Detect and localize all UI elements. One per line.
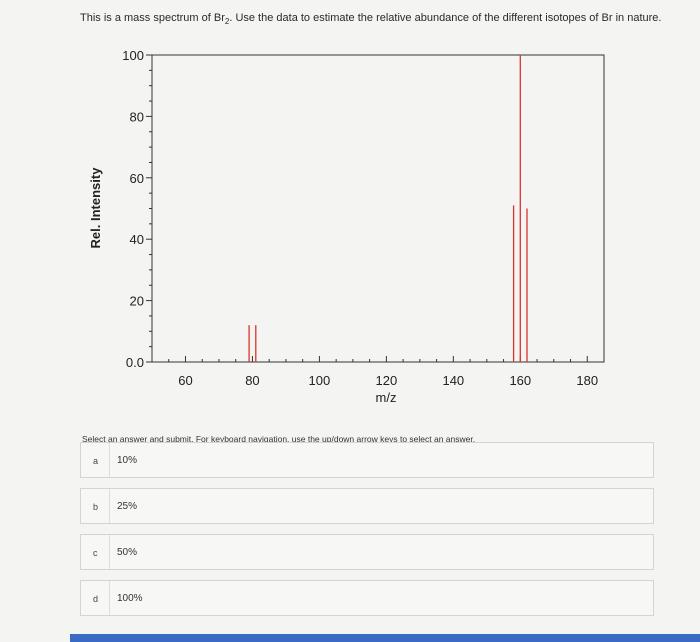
peaks bbox=[248, 55, 528, 362]
choice-d[interactable]: d 100% bbox=[80, 580, 654, 616]
choice-letter: c bbox=[93, 548, 98, 558]
y-tick-label: 20 bbox=[130, 294, 144, 309]
y-tick-label: 100 bbox=[122, 48, 144, 63]
choice-text: 100% bbox=[117, 593, 143, 604]
choice-text: 25% bbox=[117, 501, 138, 512]
x-tick-label: 180 bbox=[576, 373, 598, 388]
y-axis: 0.0 20 40 60 80 100 bbox=[122, 48, 152, 370]
choice-letter: d bbox=[93, 594, 99, 604]
choice-text: 50% bbox=[117, 547, 138, 558]
x-tick-label: 140 bbox=[442, 373, 464, 388]
y-tick-label: 60 bbox=[130, 171, 144, 186]
x-tick-label: 80 bbox=[245, 373, 259, 388]
x-tick-label: 60 bbox=[178, 373, 192, 388]
question-subscript: 2 bbox=[224, 17, 230, 27]
question-text-end: . Use the data to estimate the relative … bbox=[229, 12, 662, 24]
choice-c[interactable]: c 50% bbox=[80, 534, 654, 570]
choice-divider bbox=[109, 489, 110, 523]
choice-a[interactable]: a 10% bbox=[80, 442, 654, 478]
y-tick-label: 80 bbox=[130, 109, 144, 124]
x-tick-label: 160 bbox=[509, 373, 531, 388]
x-axis-label: m/z bbox=[376, 390, 397, 405]
x-tick-label: 100 bbox=[309, 373, 331, 388]
question-text: This is a mass spectrum of Br2. Use the … bbox=[80, 12, 661, 26]
y-tick-label: 40 bbox=[130, 232, 144, 247]
choice-text: 10% bbox=[117, 455, 138, 466]
choice-letter: b bbox=[93, 502, 99, 512]
choice-b[interactable]: b 25% bbox=[80, 488, 654, 524]
mass-spectrum-chart: 0.0 20 40 60 80 100 60 80 100 120 140 160 180 m/z R… bbox=[88, 48, 605, 405]
plot-border bbox=[151, 54, 605, 363]
choice-letter: a bbox=[93, 456, 99, 466]
choice-divider bbox=[109, 581, 110, 615]
instructions: Select an answer and submit. For keyboar… bbox=[82, 434, 476, 444]
x-tick-label: 120 bbox=[376, 373, 398, 388]
y-axis-label: Rel. Intensity bbox=[88, 167, 103, 249]
x-axis: 60 80 100 120 140 160 180 bbox=[168, 356, 598, 388]
question-text-start: This is a mass spectrum of Br bbox=[80, 12, 225, 24]
plot-frame bbox=[151, 54, 605, 363]
bottom-action-bar bbox=[70, 634, 700, 642]
y-tick-label: 0.0 bbox=[126, 355, 144, 370]
choice-divider bbox=[109, 535, 110, 569]
choice-divider bbox=[109, 443, 110, 477]
